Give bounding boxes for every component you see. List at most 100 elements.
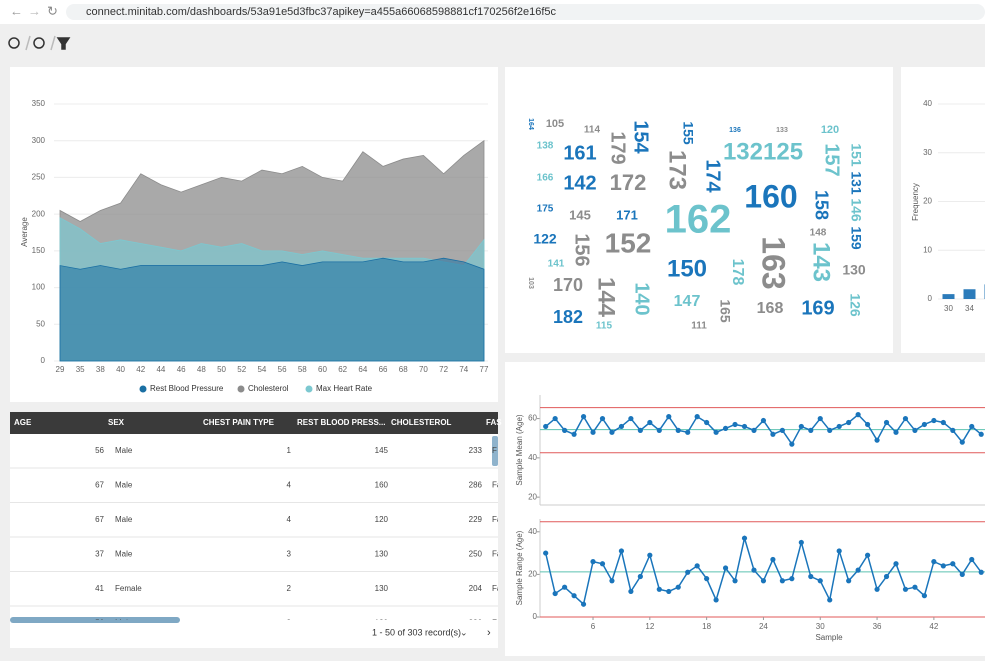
data-point	[609, 578, 614, 583]
data-point	[638, 428, 643, 433]
word: 146	[848, 198, 864, 222]
data-point	[903, 587, 908, 592]
x-tick-label: 50	[217, 365, 226, 374]
table-cell: Male	[115, 446, 133, 455]
data-point	[609, 430, 614, 435]
x-tick-label: 34	[965, 304, 974, 313]
x-tick-label: 70	[419, 365, 428, 374]
word: 140	[631, 282, 653, 315]
column-header[interactable]: REST BLOOD PRESS...	[297, 418, 385, 427]
x-tick-label: 44	[156, 365, 165, 374]
data-point	[657, 587, 662, 592]
table-cell: 130	[375, 550, 389, 559]
data-point	[893, 430, 898, 435]
y-tick-label: 0	[533, 612, 538, 621]
word: 105	[546, 118, 564, 130]
word: 141	[548, 259, 565, 270]
data-point	[732, 422, 737, 427]
word: 159	[848, 226, 864, 250]
data-point	[714, 597, 719, 602]
table-cell: 250	[469, 550, 483, 559]
bar	[964, 289, 976, 299]
data-point	[628, 589, 633, 594]
column-header[interactable]: FAS	[486, 418, 502, 427]
data-point	[761, 578, 766, 583]
data-point	[553, 416, 558, 421]
word: 143	[808, 242, 835, 282]
word: 151	[848, 143, 864, 167]
table-cell: 3	[287, 550, 292, 559]
word: 147	[674, 293, 701, 310]
data-point	[931, 559, 936, 564]
url: connect.minitab.com/dashboards/53a91e5d3…	[86, 6, 557, 18]
data-point	[799, 424, 804, 429]
data-point	[562, 428, 567, 433]
data-point	[751, 428, 756, 433]
data-point	[884, 574, 889, 579]
x-tick-label: 77	[480, 365, 489, 374]
back-button[interactable]: ←	[10, 3, 23, 18]
panel	[505, 362, 985, 656]
data-point	[979, 432, 984, 437]
data-point	[676, 428, 681, 433]
table-cell: 4	[287, 515, 292, 524]
word: 150	[667, 255, 707, 282]
legend-label: Cholesterol	[248, 384, 289, 393]
data-point	[600, 561, 605, 566]
data-point	[732, 578, 737, 583]
word: 169	[801, 297, 834, 319]
word: 171	[616, 207, 638, 222]
data-point	[723, 426, 728, 431]
table-cell: F	[492, 446, 497, 455]
y-tick-label: 10	[923, 245, 932, 254]
y-tick-label: 150	[32, 246, 46, 255]
panel	[10, 412, 498, 648]
data-point	[647, 420, 652, 425]
word: 103	[527, 277, 534, 289]
y-axis-label: Frequency	[911, 183, 920, 221]
word: 161	[563, 142, 596, 164]
data-point	[695, 563, 700, 568]
forward-button[interactable]: →	[28, 3, 41, 18]
word: 152	[605, 227, 652, 258]
table-cell: Male	[115, 550, 133, 559]
column-header[interactable]: CHEST PAIN TYPE	[203, 418, 275, 427]
data-point	[808, 428, 813, 433]
legend-marker	[238, 386, 245, 393]
data-point	[742, 424, 747, 429]
y-tick-label: 20	[528, 570, 537, 579]
column-header[interactable]: CHOLESTEROL	[391, 418, 452, 427]
column-header[interactable]: SEX	[108, 418, 125, 427]
undo-icon[interactable]	[9, 38, 19, 48]
word: 114	[584, 125, 601, 136]
data-point	[657, 428, 662, 433]
refresh-icon[interactable]	[34, 38, 44, 48]
word: 165	[717, 299, 733, 323]
y-tick-label: 100	[32, 283, 46, 292]
x-tick-label: 52	[237, 365, 246, 374]
reload-button[interactable]: ↻	[47, 3, 58, 18]
word: 111	[691, 321, 707, 332]
data-point	[941, 420, 946, 425]
data-point	[865, 553, 870, 558]
legend-label: Max Heart Rate	[316, 384, 373, 393]
table-cell: Male	[115, 515, 133, 524]
y-tick-label: 200	[32, 209, 46, 218]
data-point	[571, 432, 576, 437]
word: 168	[757, 300, 784, 317]
data-point	[751, 568, 756, 573]
next-page-button[interactable]: ›	[487, 627, 491, 639]
data-point	[912, 428, 917, 433]
table-cell: Male	[115, 481, 133, 490]
column-header[interactable]: AGE	[14, 418, 32, 427]
y-tick-label: 0	[928, 294, 933, 303]
data-point	[922, 593, 927, 598]
table-cell: 145	[375, 446, 389, 455]
y-tick-label: 0	[41, 356, 46, 365]
page-size-dropdown[interactable]: ⌄	[460, 627, 468, 637]
data-point	[619, 548, 624, 553]
y-tick-label: 40	[528, 453, 537, 462]
filter-icon[interactable]	[58, 38, 69, 49]
data-point	[685, 430, 690, 435]
